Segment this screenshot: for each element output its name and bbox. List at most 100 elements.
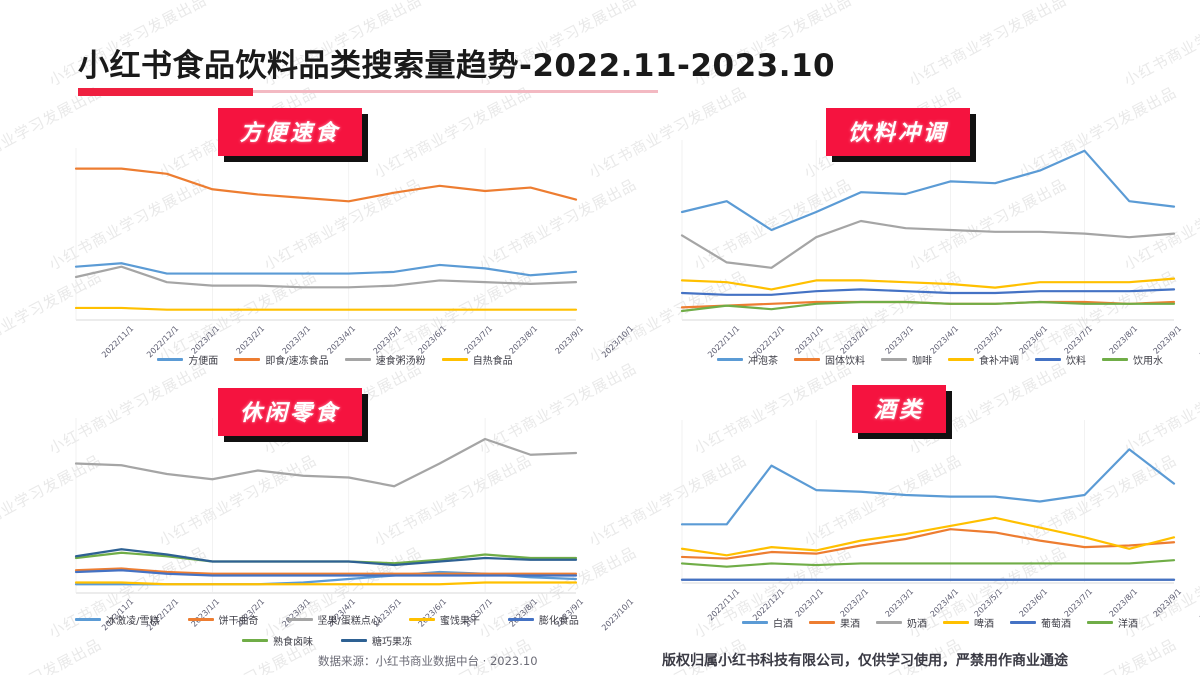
watermark-text: 小红书商业学习发展出品	[1120, 0, 1200, 90]
legend-swatch-icon	[341, 639, 367, 642]
series-line	[680, 277, 1176, 291]
legend-swatch-icon	[742, 621, 768, 624]
legend-item-坚果/蛋糕点心[interactable]: 坚果/蛋糕点心	[286, 612, 381, 627]
legend-drinks[interactable]: 冲泡茶 固体饮料 咖啡 食补冲调 饮料 饮用水	[690, 352, 1190, 367]
x-axis-tick: 2023/10/1	[600, 324, 636, 360]
legend-item-果酒[interactable]: 果酒	[809, 615, 860, 630]
chart-svg-drinks	[680, 140, 1176, 321]
legend-label: 奶酒	[907, 619, 927, 630]
legend-item-糖巧果冻[interactable]: 糖巧果冻	[341, 633, 412, 648]
legend-label: 白酒	[773, 619, 793, 630]
legend-item-饼干曲奇[interactable]: 饼干曲奇	[187, 612, 259, 627]
plot-area-drinks	[668, 100, 1188, 380]
legend-swatch-icon	[242, 639, 268, 642]
legend-item-熟食卤味[interactable]: 熟食卤味	[242, 633, 313, 648]
legend-swatch-icon	[881, 358, 907, 361]
legend-item-冰激凌/雪糕[interactable]: 冰激凌/雪糕	[75, 612, 160, 627]
legend-item-方便面[interactable]: 方便面	[157, 352, 218, 367]
legend-item-蜜饯果干[interactable]: 蜜饯果干	[408, 612, 480, 627]
legend-instant[interactable]: 方便面 即食/速冻食品 速食粥汤粉 自热食品	[100, 352, 570, 367]
x-axis-tick: 2023/5/1	[972, 587, 1005, 619]
page-title: 小红书食品饮料品类搜索量趋势-2022.11-2023.10	[78, 48, 836, 84]
legend-item-奶酒[interactable]: 奶酒	[876, 615, 927, 630]
legend-item-固体饮料[interactable]: 固体饮料	[794, 352, 865, 367]
legend-swatch-icon	[441, 358, 468, 361]
legend-swatch-icon	[876, 621, 902, 624]
series-line	[74, 581, 578, 586]
series-line	[74, 306, 578, 311]
legend-swatch-icon	[1102, 358, 1128, 361]
x-axis-tick: 2023/9/1	[1151, 587, 1184, 619]
chart-svg-snacks	[74, 418, 578, 594]
legend-item-食补冲调[interactable]: 食补冲调	[948, 352, 1019, 367]
legend-label: 糖巧果冻	[372, 637, 412, 648]
x-axis-tick: 2023/3/1	[280, 324, 313, 356]
legend-item-速食粥汤粉[interactable]: 速食粥汤粉	[344, 352, 426, 367]
series-line	[680, 288, 1176, 296]
chart-svg-instant	[74, 148, 578, 321]
legend-label: 蜜饯果干	[439, 616, 480, 627]
x-axis-tick: 2023/3/1	[883, 587, 916, 619]
legend-swatch-icon	[809, 621, 835, 624]
legend-label: 坚果/蛋糕点心	[317, 616, 381, 627]
legend-item-白酒[interactable]: 白酒	[742, 615, 793, 630]
legend-item-自热食品[interactable]: 自热食品	[441, 352, 513, 367]
x-axis-tick: 2023/10/1	[600, 597, 636, 633]
legend-label: 果酒	[840, 619, 860, 630]
series-line	[74, 548, 578, 567]
plot-area-instant	[58, 100, 588, 380]
legend-item-啤酒[interactable]: 啤酒	[943, 615, 994, 630]
x-axis-tick: 2023/9/1	[1151, 324, 1184, 356]
legend-alcohol[interactable]: 白酒 果酒 奶酒 啤酒 葡萄酒 洋酒	[690, 615, 1190, 630]
x-axis-tick: 2023/4/1	[928, 324, 960, 356]
series-line	[680, 528, 1176, 560]
legend-label: 洋酒	[1118, 619, 1138, 630]
legend-swatch-icon	[75, 618, 102, 621]
legend-swatch-icon	[187, 618, 214, 621]
x-axis-tick: 2023/4/1	[928, 587, 960, 619]
legend-item-饮用水[interactable]: 饮用水	[1102, 352, 1163, 367]
legend-item-冲泡茶[interactable]: 冲泡茶	[717, 352, 778, 367]
legend-label: 饮用水	[1133, 356, 1163, 367]
x-axis-tick: 2023/8/1	[1107, 587, 1139, 619]
legend-item-饮料[interactable]: 饮料	[1035, 352, 1086, 367]
series-line	[680, 219, 1176, 269]
x-axis-tick: 2023/5/1	[371, 324, 404, 356]
chart-title-snacks: 休闲零食	[218, 388, 363, 436]
legend-item-咖啡[interactable]: 咖啡	[881, 352, 932, 367]
series-line	[74, 569, 578, 577]
x-axis-tick: 2023/8/1	[1107, 324, 1139, 356]
legend-item-洋酒[interactable]: 洋酒	[1087, 615, 1138, 630]
x-axis-tick: 2023/1/1	[189, 324, 222, 356]
chart-title-alcohol: 酒类	[852, 385, 947, 433]
x-axis-tick: 2023/6/1	[1017, 324, 1050, 356]
x-axis-tick: 2023/2/1	[838, 324, 871, 356]
chart-panel-alcohol: 2022/11/1 2022/12/1 2023/1/1 2023/2/1 2023/3…	[668, 380, 1200, 645]
x-axis-tick: 2023/2/1	[234, 324, 267, 356]
x-axis-tick: 2023/7/1	[462, 324, 494, 356]
legend-item-即食/速冻食品[interactable]: 即食/速冻食品	[234, 352, 329, 367]
series-line	[74, 567, 578, 575]
x-axis-tick: 2023/5/1	[972, 324, 1005, 356]
legend-item-葡萄酒[interactable]: 葡萄酒	[1010, 615, 1071, 630]
legend-label: 熟食卤味	[273, 637, 313, 648]
x-axis-tick: 2023/6/1	[416, 324, 449, 356]
chart-svg-alcohol	[680, 420, 1176, 584]
source-note: 数据来源：小红书商业数据中台 · 2023.10	[318, 654, 538, 668]
legend-swatch-icon	[507, 618, 534, 621]
series-line	[74, 265, 578, 289]
series-line	[680, 149, 1176, 232]
legend-label: 冲泡茶	[748, 356, 778, 367]
legend-snacks[interactable]: 冰激凌/雪糕 饼干曲奇 坚果/蛋糕点心 蜜饯果干 膨化食品熟食卤味 糖巧果冻	[62, 612, 592, 648]
x-axis-tick: 2023/6/1	[1017, 587, 1050, 619]
chart-panel-drinks: 2022/11/1 2022/12/1 2023/1/1 2023/2/1 2023/3…	[668, 100, 1200, 380]
plot-area-snacks	[58, 380, 588, 655]
watermark-text: 小红书商业学习发展出品	[905, 0, 1070, 90]
legend-label: 固体饮料	[825, 356, 865, 367]
series-line	[74, 167, 578, 203]
x-axis-tick: 2023/1/1	[793, 587, 826, 619]
legend-swatch-icon	[717, 358, 743, 361]
legend-swatch-icon	[344, 358, 371, 361]
legend-item-膨化食品[interactable]: 膨化食品	[507, 612, 579, 627]
legend-label: 葡萄酒	[1041, 619, 1071, 630]
